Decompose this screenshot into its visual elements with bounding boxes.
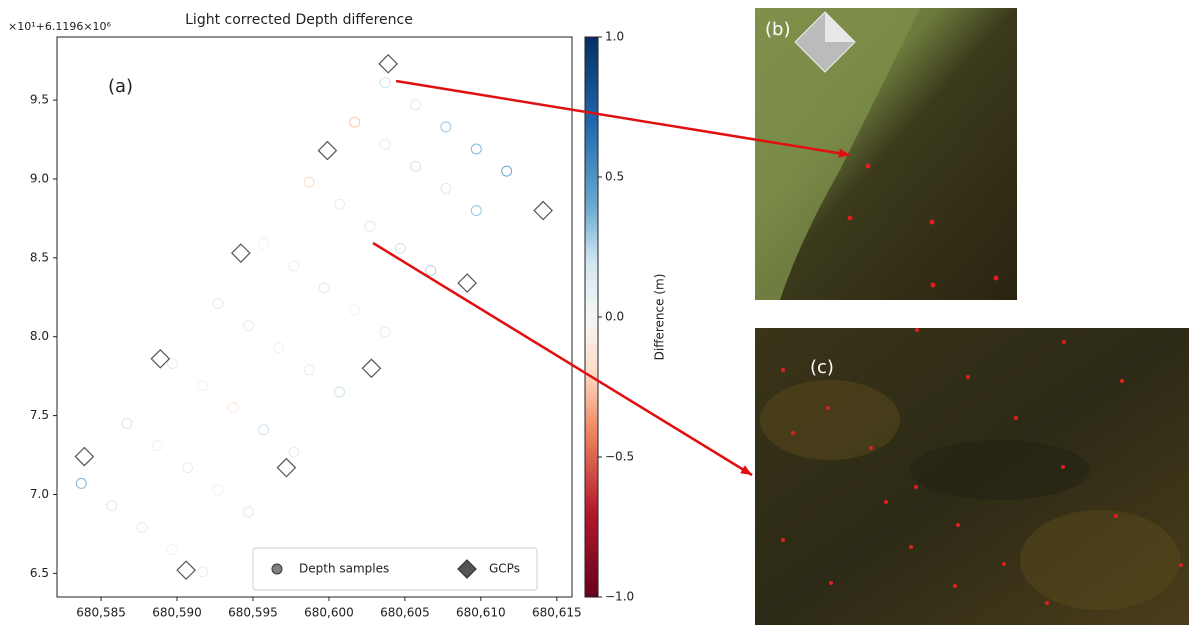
- arrow: [372, 241, 753, 477]
- gcp-marker: [317, 140, 338, 161]
- y-tick-label: 9.5: [30, 93, 49, 107]
- colorbar-tick-label: −1.0: [605, 590, 634, 604]
- depth-sample: [151, 440, 163, 452]
- x-tick-label: 680,590: [152, 606, 202, 620]
- photo-label: (c): [810, 357, 834, 378]
- depth-sample: [470, 143, 482, 155]
- depth-sample: [212, 298, 224, 310]
- depth-sample: [212, 484, 224, 496]
- x-tick-label: 680,610: [456, 606, 506, 620]
- depth-sample: [106, 500, 118, 512]
- depth-sample: [166, 544, 178, 556]
- depth-sample: [410, 160, 422, 172]
- y-tick-label: 6.5: [30, 566, 49, 580]
- depth-sample: [440, 121, 452, 133]
- depth-sample: [227, 402, 239, 414]
- depth-sample: [318, 282, 330, 294]
- y-tick-label: 8.0: [30, 329, 49, 343]
- gcp-marker: [361, 358, 382, 379]
- photo-label: (b): [765, 19, 790, 40]
- colorbar-label: Difference (m): [653, 274, 667, 361]
- x-tick-label: 680,615: [532, 606, 582, 620]
- x-tick-label: 680,585: [76, 606, 126, 620]
- depth-sample: [121, 417, 133, 429]
- depth-sample: [197, 380, 209, 392]
- y-tick-label: 7.0: [30, 487, 49, 501]
- depth-sample: [303, 364, 315, 376]
- arrow: [395, 79, 851, 157]
- chart-title: Light corrected Depth difference: [185, 12, 413, 28]
- gcp-marker: [150, 348, 171, 369]
- depth-sample: [242, 506, 254, 518]
- y-tick-label: 7.5: [30, 408, 49, 422]
- gcp-marker: [378, 53, 399, 74]
- photo-b: [755, 8, 1017, 300]
- depth-sample: [334, 198, 346, 210]
- legend-label: Depth samples: [299, 562, 389, 576]
- colorbar-tick-label: 0.0: [605, 310, 624, 324]
- depth-sample: [470, 205, 482, 217]
- depth-sample: [440, 182, 452, 194]
- depth-sample: [425, 264, 437, 276]
- gcp-marker: [74, 446, 95, 467]
- depth-sample: [349, 304, 361, 316]
- gcp-marker: [533, 200, 553, 221]
- colorbar-tick-label: −0.5: [605, 450, 634, 464]
- colorbar-tick-label: 1.0: [605, 30, 624, 44]
- plot-frame: [56, 36, 573, 598]
- x-tick-label: 680,595: [228, 606, 278, 620]
- depth-sample: [349, 116, 361, 128]
- y-tick-label: 9.0: [30, 171, 49, 185]
- x-tick-label: 680,600: [304, 606, 354, 620]
- gcp-marker: [176, 560, 196, 581]
- depth-sample: [410, 99, 422, 111]
- legend-box: [252, 547, 538, 591]
- depth-sample: [303, 176, 315, 188]
- colorbar-tick-label: 0.5: [605, 170, 624, 184]
- depth-sample: [288, 260, 300, 272]
- colorbar: [584, 36, 599, 598]
- depth-sample: [394, 242, 406, 254]
- depth-sample: [75, 477, 87, 489]
- panel-label: (a): [108, 76, 133, 97]
- depth-sample: [242, 320, 254, 332]
- gcp-marker: [230, 243, 251, 263]
- depth-sample: [166, 358, 178, 370]
- depth-sample: [258, 424, 270, 436]
- depth-sample: [379, 138, 391, 150]
- y-offset-text: ×10¹+6.1196×10⁶: [8, 20, 112, 33]
- depth-sample: [273, 342, 285, 354]
- depth-sample: [379, 77, 391, 89]
- gcp-marker: [457, 273, 478, 293]
- arrow-head: [740, 465, 752, 475]
- gcp-marker: [276, 457, 297, 478]
- x-tick-label: 680,605: [380, 606, 430, 620]
- depth-sample: [182, 462, 194, 474]
- depth-sample: [258, 238, 270, 250]
- depth-sample: [197, 566, 209, 578]
- legend-marker: [271, 563, 283, 575]
- depth-sample: [379, 326, 391, 338]
- depth-sample: [364, 220, 376, 232]
- arrow-head: [838, 148, 850, 158]
- depth-sample: [288, 446, 300, 458]
- y-tick-label: 8.5: [30, 250, 49, 264]
- depth-sample: [334, 386, 346, 398]
- photo-c: [755, 328, 1189, 625]
- legend-marker: [457, 559, 477, 579]
- depth-sample: [501, 165, 513, 177]
- legend-label: GCPs: [489, 562, 520, 576]
- depth-sample: [136, 522, 148, 534]
